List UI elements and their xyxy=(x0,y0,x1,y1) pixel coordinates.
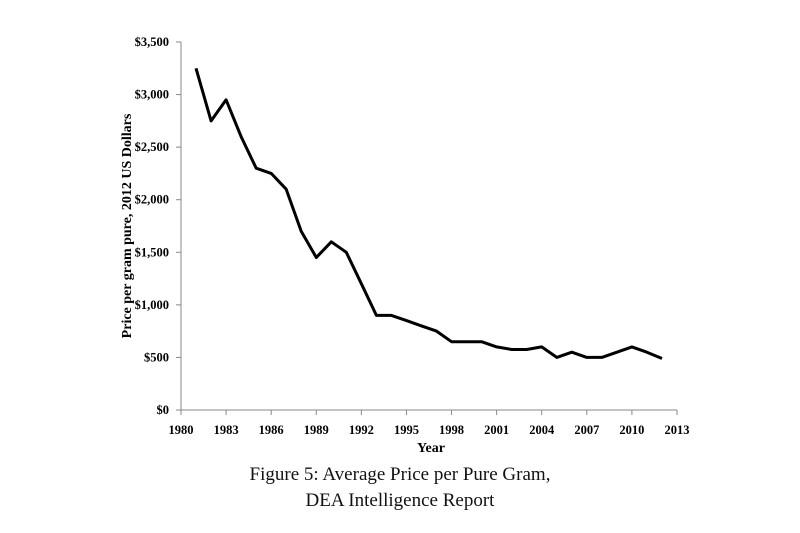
y-tick-label: $2,500 xyxy=(135,140,169,154)
x-tick-label: 1980 xyxy=(169,423,194,437)
x-tick-label: 2007 xyxy=(574,423,599,437)
x-tick-label: 2004 xyxy=(529,423,555,437)
x-tick-label: 1992 xyxy=(349,423,374,437)
y-tick-label: $0 xyxy=(157,403,170,417)
x-tick-label: 1989 xyxy=(304,423,329,437)
x-tick-label: 1983 xyxy=(214,423,239,437)
y-tick-label: $1,000 xyxy=(135,298,169,312)
y-tick-label: $3,500 xyxy=(135,35,169,49)
x-tick-label: 2010 xyxy=(619,423,644,437)
x-tick-label: 1995 xyxy=(394,423,419,437)
y-tick-label: $500 xyxy=(144,350,169,364)
x-tick-label: 1998 xyxy=(439,423,464,437)
figure-caption-line-1: Figure 5: Average Price per Pure Gram, xyxy=(249,464,551,485)
x-tick-label: 1986 xyxy=(259,423,284,437)
x-axis-ticks: 1980 1983 1986 1989 1992 1995 1998 2001 2004 2007… xyxy=(169,410,690,437)
x-tick-label: 2013 xyxy=(665,423,690,437)
y-axis-ticks: $0 $500 $1,000 $1,500 $2,000 $2,500 $3,000 $3,5… xyxy=(135,35,181,417)
y-tick-label: $3,000 xyxy=(135,88,169,102)
y-axis-title: Price per gram pure, 2012 US Dollars xyxy=(120,113,135,338)
x-tick-label: 2001 xyxy=(484,423,509,437)
x-axis-title: Year xyxy=(417,441,445,456)
series-points xyxy=(195,68,663,359)
y-tick-label: $1,500 xyxy=(135,245,169,259)
y-tick-label: $2,000 xyxy=(135,193,169,207)
series-line xyxy=(194,67,663,360)
figure-caption-line-2: DEA Intelligence Report xyxy=(305,490,495,511)
